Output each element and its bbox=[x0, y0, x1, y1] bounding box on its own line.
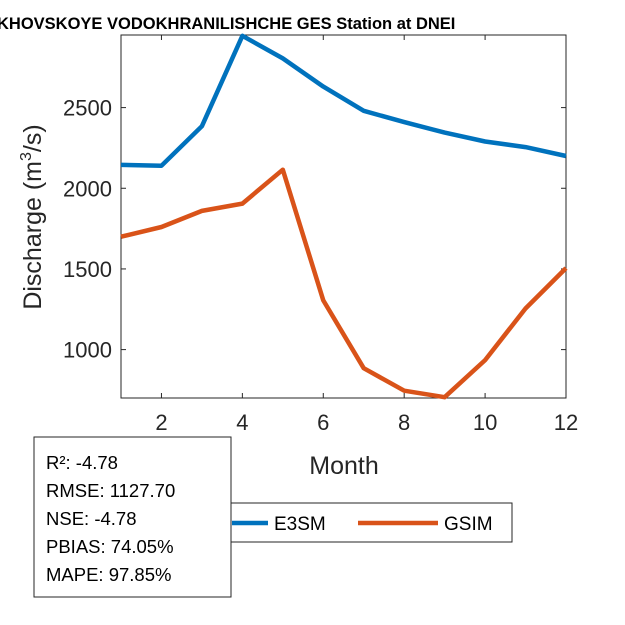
stat-rmse: RMSE: 1127.70 bbox=[46, 480, 175, 501]
x-tick-label: 4 bbox=[236, 410, 248, 435]
stats-box-frame bbox=[33, 436, 232, 598]
x-axis-label: Month bbox=[309, 452, 378, 480]
stats-box: R²: -4.78 RMSE: 1127.70 NSE: -4.78 PBIAS… bbox=[33, 436, 232, 598]
stat-r2: R²: -4.78 bbox=[46, 452, 118, 473]
y-axis-label-superscript: 3 bbox=[18, 152, 35, 161]
stat-nse: NSE: -4.78 bbox=[46, 508, 137, 529]
x-axis-ticks: 2 4 6 8 10 12 bbox=[155, 35, 578, 435]
y-axis-label: Discharge (m3/s) bbox=[18, 124, 47, 309]
x-tick-label: 8 bbox=[398, 410, 410, 435]
x-tick-label: 2 bbox=[155, 410, 167, 435]
chart-title: KHOVSKOYE VODOKHRANILISHCHE GES Station … bbox=[0, 15, 455, 33]
y-tick-label: 2500 bbox=[63, 96, 112, 121]
series-line-gsim bbox=[120, 167, 568, 400]
y-axis-ticks: 1000 1500 2000 2500 bbox=[63, 96, 566, 363]
series-lines bbox=[120, 33, 568, 400]
x-tick-label: 6 bbox=[317, 410, 329, 435]
y-axis-label-unit-tail: /s) bbox=[19, 124, 47, 152]
series-line-e3sm bbox=[120, 33, 567, 168]
y-tick-label: 2000 bbox=[63, 176, 112, 201]
legend: E3SM GSIM bbox=[225, 502, 513, 543]
y-tick-label: 1000 bbox=[63, 338, 112, 363]
y-axis-label-main: Discharge (m bbox=[19, 161, 47, 310]
legend-label-gsim: GSIM bbox=[444, 514, 493, 535]
stat-mape: MAPE: 97.85% bbox=[46, 564, 171, 585]
stat-pbias: PBIAS: 74.05% bbox=[46, 536, 174, 557]
legend-label-e3sm: E3SM bbox=[274, 514, 326, 535]
y-tick-label: 1500 bbox=[63, 257, 112, 282]
x-tick-label: 12 bbox=[554, 410, 578, 435]
x-tick-label: 10 bbox=[473, 410, 497, 435]
